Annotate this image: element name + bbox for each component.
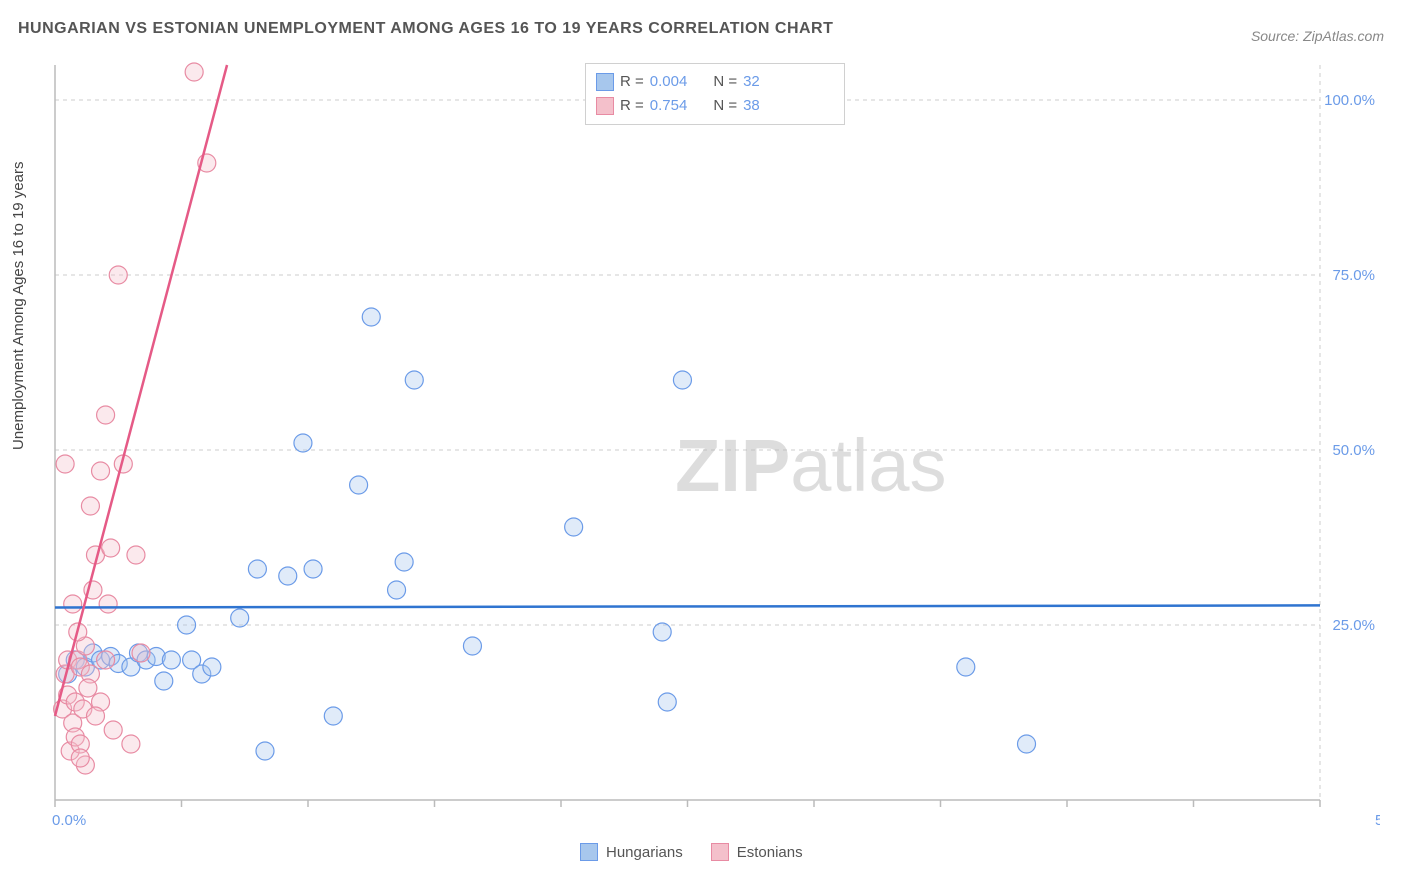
series-legend-label: Estonians — [737, 844, 803, 861]
svg-text:50.0%: 50.0% — [1375, 812, 1380, 829]
legend-row: R =0.754 N =38 — [596, 94, 834, 118]
svg-text:50.0%: 50.0% — [1332, 442, 1375, 459]
data-point — [162, 651, 180, 669]
data-point — [1018, 735, 1036, 753]
series-legend: Hungarians Estonians — [580, 843, 803, 861]
legend-n-value: 32 — [743, 70, 760, 94]
data-point — [102, 539, 120, 557]
data-point — [565, 518, 583, 536]
data-point — [203, 658, 221, 676]
data-point — [132, 644, 150, 662]
svg-text:75.0%: 75.0% — [1332, 267, 1375, 284]
data-point — [256, 742, 274, 760]
series-legend-item: Hungarians — [580, 843, 683, 861]
legend-r-value: 0.004 — [650, 70, 688, 94]
data-point — [653, 623, 671, 641]
legend-r-value: 0.754 — [650, 94, 688, 118]
series-legend-label: Hungarians — [606, 844, 683, 861]
data-point — [122, 735, 140, 753]
trend-line — [55, 65, 227, 716]
data-point — [231, 609, 249, 627]
data-point — [97, 406, 115, 424]
data-point — [56, 455, 74, 473]
legend-row: R =0.004 N =32 — [596, 70, 834, 94]
correlation-legend: R =0.004 N =32 R =0.754 N =38 — [585, 63, 845, 125]
data-point — [109, 266, 127, 284]
legend-swatch — [580, 843, 598, 861]
legend-r-label: R = — [620, 94, 644, 118]
svg-text:25.0%: 25.0% — [1332, 617, 1375, 634]
data-point — [127, 546, 145, 564]
data-point — [463, 637, 481, 655]
data-point — [405, 371, 423, 389]
data-point — [64, 595, 82, 613]
data-point — [395, 553, 413, 571]
legend-n-value: 38 — [743, 94, 760, 118]
data-point — [97, 651, 115, 669]
data-point — [362, 308, 380, 326]
scatter-chart-svg: 25.0% 50.0% 75.0% 100.0% ZIPatlas 0.0% 50.0% — [50, 60, 1380, 830]
chart-title: HUNGARIAN VS ESTONIAN UNEMPLOYMENT AMONG… — [18, 20, 833, 38]
svg-text:100.0%: 100.0% — [1324, 92, 1375, 109]
data-point — [324, 707, 342, 725]
data-point — [178, 616, 196, 634]
data-point — [279, 567, 297, 585]
legend-swatch — [596, 97, 614, 115]
data-point — [99, 595, 117, 613]
series-legend-item: Estonians — [711, 843, 803, 861]
legend-swatch — [596, 73, 614, 91]
source-attribution: Source: ZipAtlas.com — [1251, 28, 1384, 44]
data-point — [155, 672, 173, 690]
legend-r-label: R = — [620, 70, 644, 94]
data-point — [104, 721, 122, 739]
data-point — [957, 658, 975, 676]
data-point — [71, 749, 89, 767]
y-axis-label: Unemployment Among Ages 16 to 19 years — [10, 161, 27, 450]
data-point — [294, 434, 312, 452]
data-point — [658, 693, 676, 711]
data-point — [304, 560, 322, 578]
data-point — [79, 679, 97, 697]
legend-swatch — [711, 843, 729, 861]
legend-n-label: N = — [713, 70, 737, 94]
data-point — [86, 707, 104, 725]
data-point — [185, 63, 203, 81]
data-point — [388, 581, 406, 599]
data-point — [81, 497, 99, 515]
data-point — [673, 371, 691, 389]
data-point — [350, 476, 368, 494]
svg-text:0.0%: 0.0% — [52, 812, 86, 829]
legend-n-label: N = — [713, 94, 737, 118]
data-point — [248, 560, 266, 578]
svg-text:ZIPatlas: ZIPatlas — [675, 424, 946, 507]
plot-area: 25.0% 50.0% 75.0% 100.0% ZIPatlas 0.0% 50.0% — [50, 60, 1380, 830]
data-point — [92, 462, 110, 480]
trend-line — [55, 605, 1320, 607]
